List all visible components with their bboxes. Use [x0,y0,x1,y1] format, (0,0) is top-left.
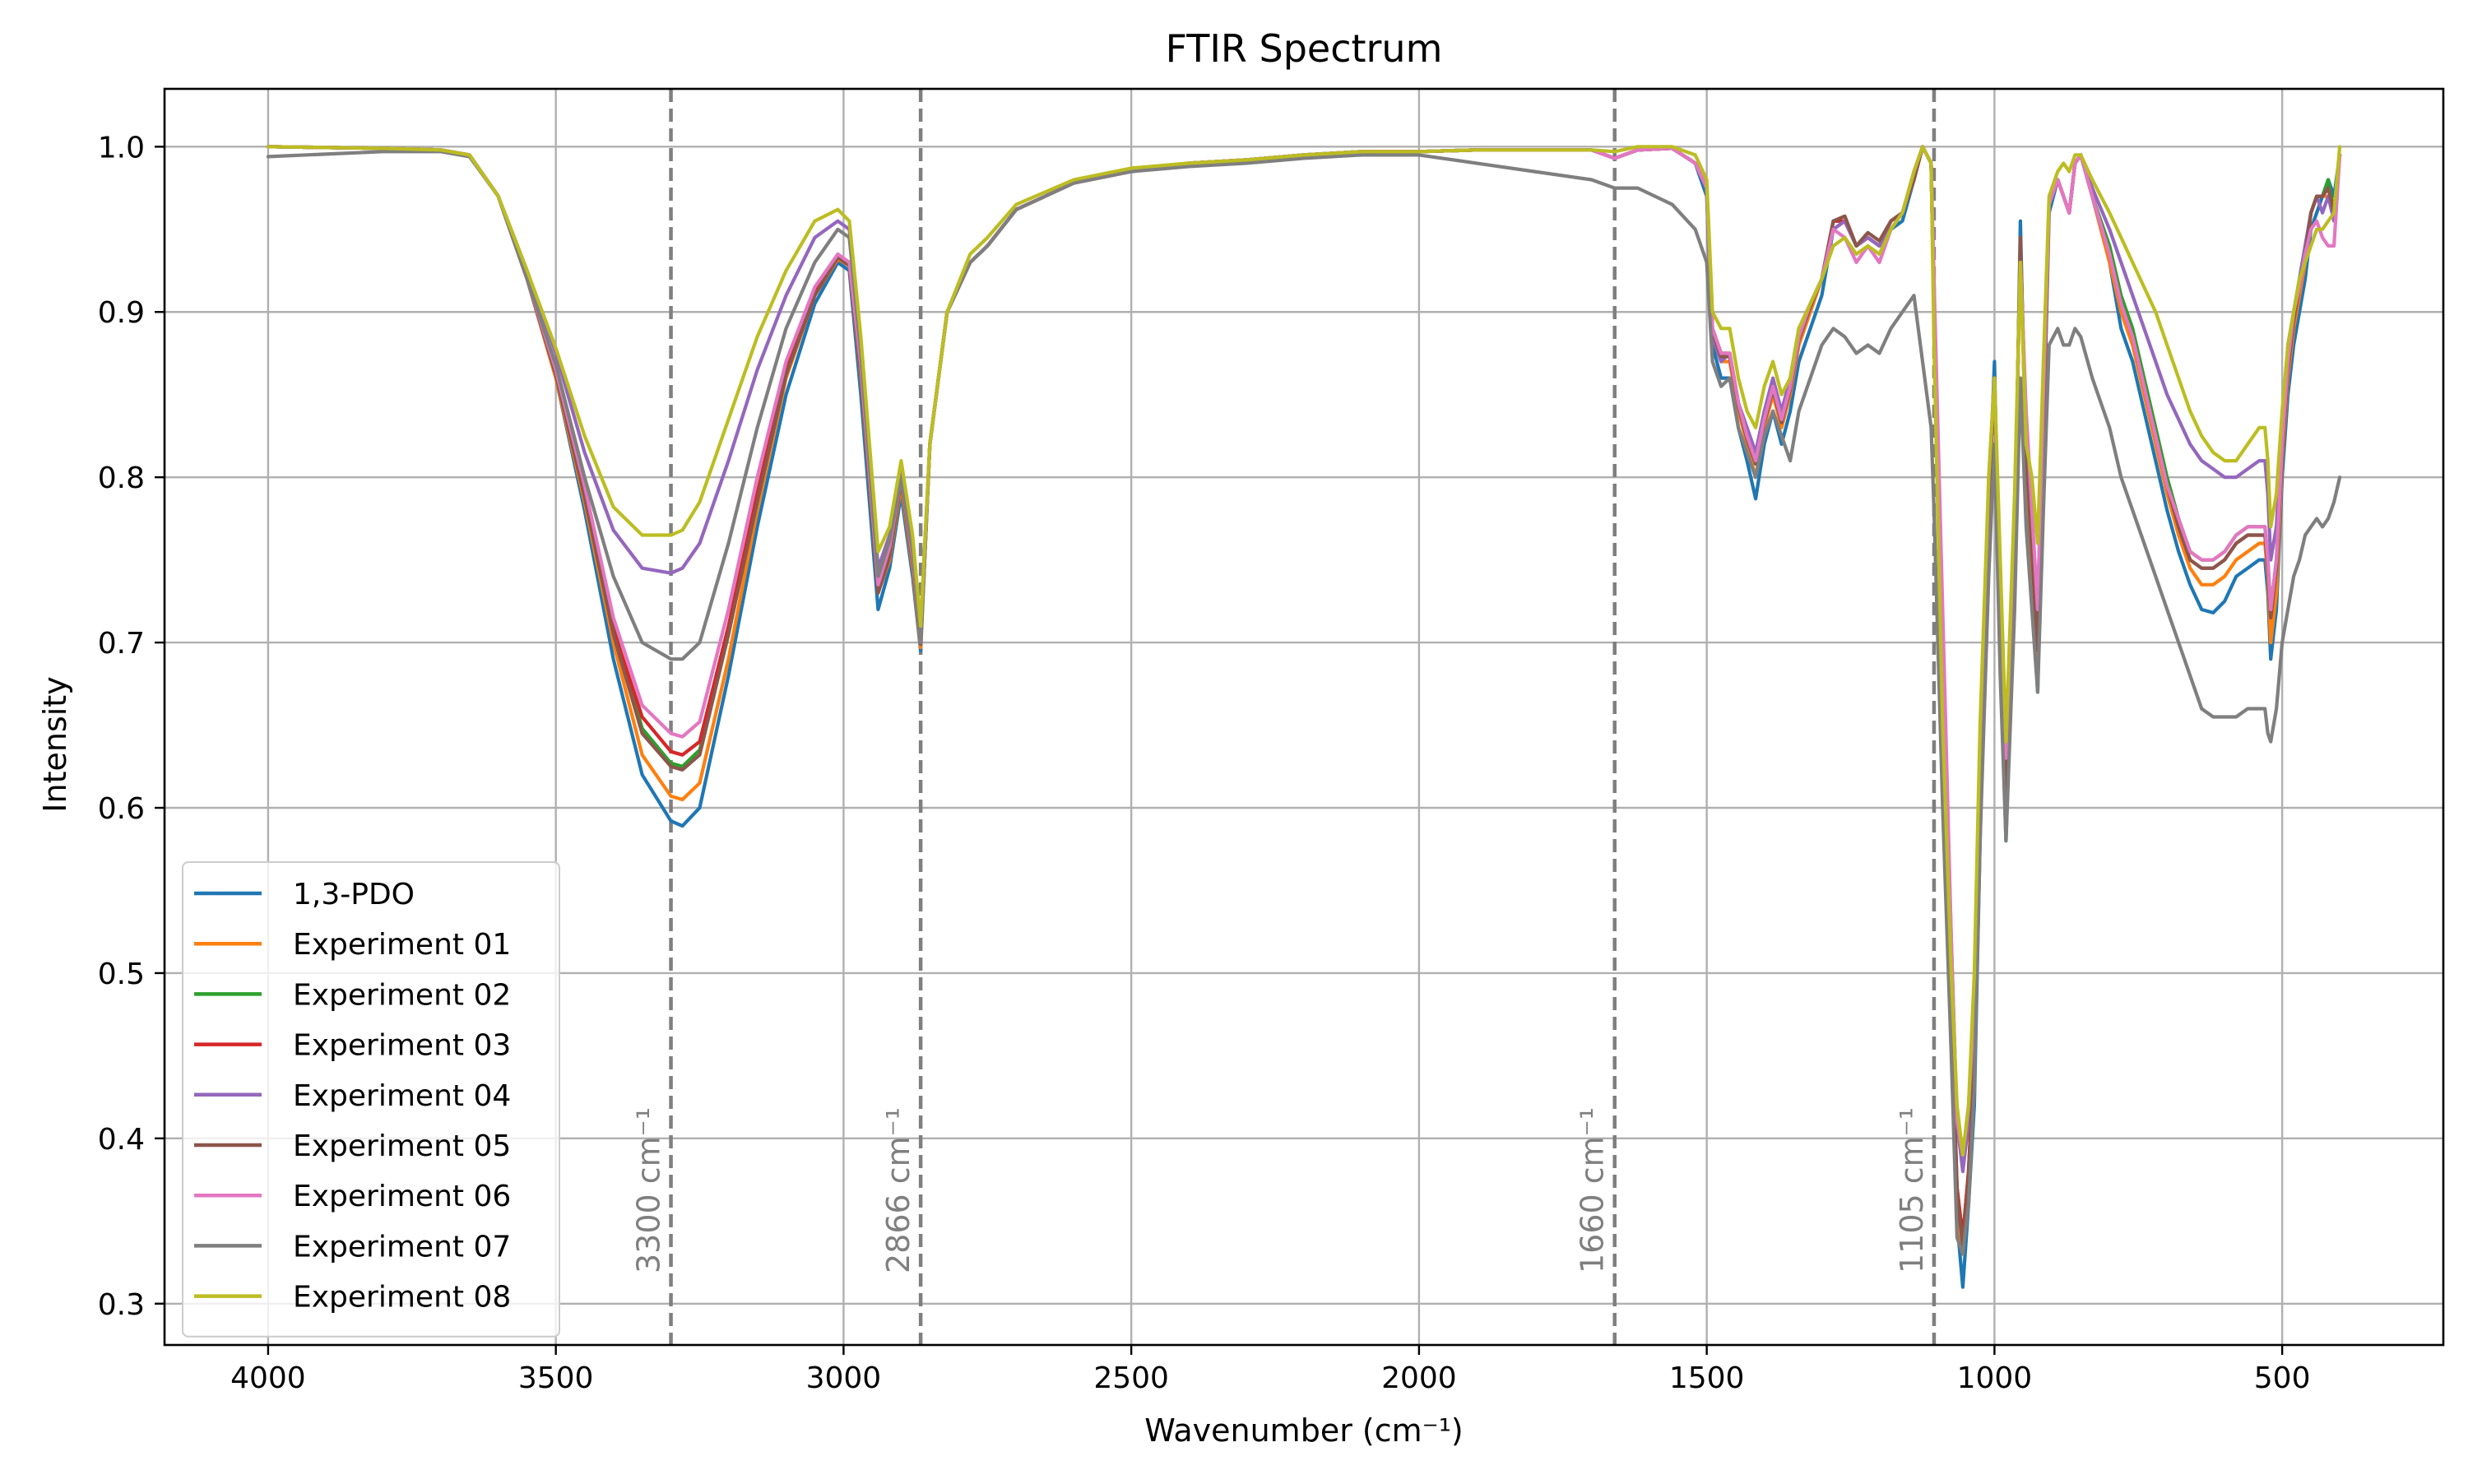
x-tick-label: 2000 [1381,1361,1457,1395]
legend-label: Experiment 06 [293,1180,511,1213]
reference-line-label: 1660 cm⁻¹ [1575,1107,1611,1273]
legend-label: Experiment 01 [293,928,511,962]
y-tick-label: 0.8 [98,461,145,495]
y-tick-label: 0.4 [98,1123,145,1157]
legend-label: Experiment 02 [293,978,511,1012]
y-tick-label: 0.6 [98,792,145,826]
legend-label: Experiment 04 [293,1079,511,1113]
legend-label: 1,3-PDO [293,878,415,911]
axes: 4000 3500 3000 2500 2000 1500 1000 500 0.3 0.4 0.5… [98,87,2445,1395]
y-tick-label: 0.5 [98,958,145,991]
legend-label: Experiment 05 [293,1129,511,1163]
legend-box [182,861,560,1338]
reference-line-label: 2866 cm⁻¹ [880,1107,916,1273]
x-tick-label: 4000 [230,1361,306,1395]
series-line [266,145,2342,1157]
series-line [266,145,2342,1157]
legend: 1,3-PDO Experiment 01 Experiment 02 Experim… [182,861,560,1338]
series-line [266,145,2342,1248]
legend-label: Experiment 08 [293,1281,511,1315]
x-tick-label: 3500 [518,1361,594,1395]
y-tick-label: 0.3 [98,1288,145,1322]
y-tick-label: 1.0 [98,131,145,165]
x-tick-label: 1500 [1669,1361,1745,1395]
x-tick-label: 3000 [806,1361,882,1395]
x-axis-label: Wavenumber (cm⁻¹) [1144,1412,1464,1449]
legend-label: Experiment 07 [293,1230,511,1264]
y-tick-label: 0.7 [98,627,145,661]
y-axis-label: Intensity [37,676,73,812]
x-tick-label: 2500 [1093,1361,1169,1395]
legend-label: Experiment 03 [293,1029,511,1063]
reference-line-label: 1105 cm⁻¹ [1894,1107,1930,1273]
x-tick-label: 500 [2254,1361,2311,1395]
series-line [266,150,2342,1256]
chart-title: FTIR Spectrum [1166,26,1443,71]
series-lines [266,145,2342,1289]
reference-line-label: 3300 cm⁻¹ [631,1107,667,1273]
axes-frame [163,87,2445,1347]
y-tick-label: 0.9 [98,296,145,330]
x-tick-label: 1000 [1957,1361,2033,1395]
